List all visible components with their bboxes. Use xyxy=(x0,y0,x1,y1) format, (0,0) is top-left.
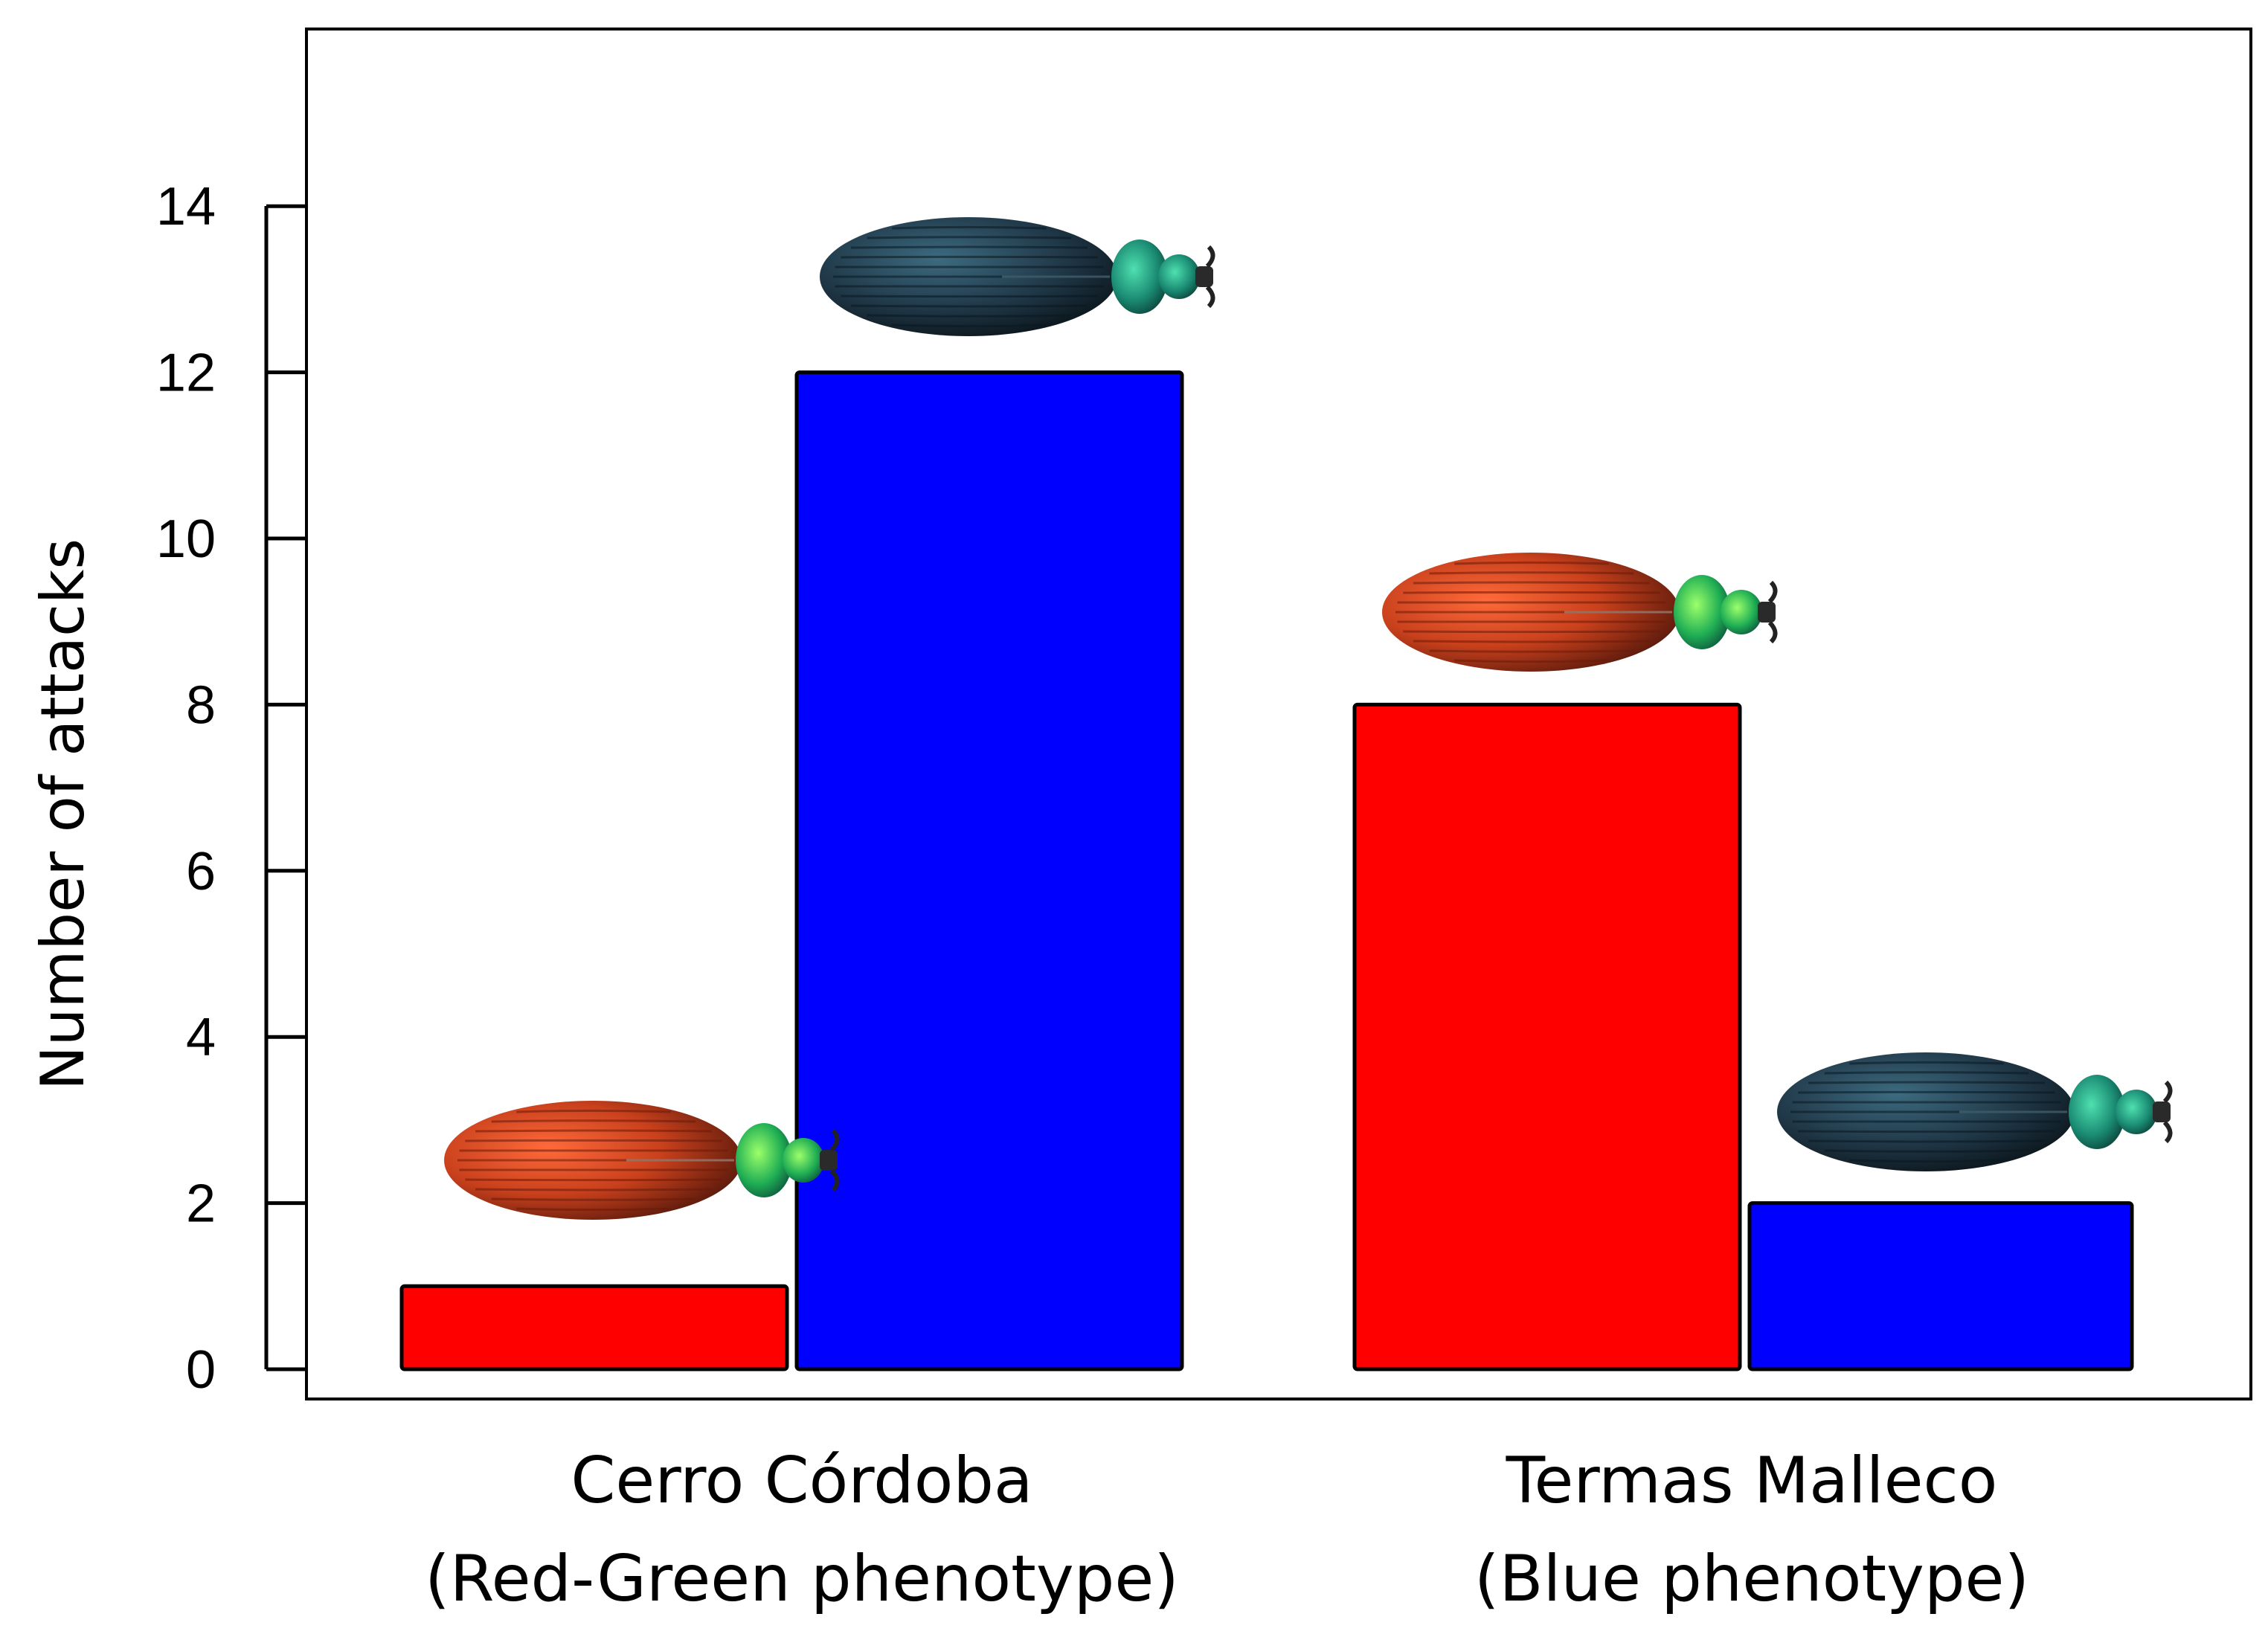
bar-cerro-cordoba-blue-beetle xyxy=(794,370,1184,1371)
beetle-pictures xyxy=(444,217,2173,1220)
y-tick-label-2: 2 xyxy=(186,1174,216,1234)
bars xyxy=(399,370,2134,1371)
plot-frame xyxy=(305,28,2252,1400)
y-tick-label-4: 4 xyxy=(186,1008,216,1067)
beetle-icon-blue-cerro-cordoba xyxy=(820,217,1215,336)
bar-cerro-cordoba-red-green-beetle xyxy=(399,1284,789,1371)
beetle-icon-red-green-termas-malleco xyxy=(1382,553,1778,672)
y-tick-label-14: 14 xyxy=(156,177,216,237)
y-tick-label-10: 10 xyxy=(156,509,216,569)
category-label-cerro-cordoba-line2: (Red-Green phenotype) xyxy=(425,1542,1179,1616)
beetle-icon-red-green-cerro-cordoba xyxy=(444,1101,840,1220)
y-ticks: 0 2 4 6 8 10 12 14 xyxy=(156,177,305,1400)
y-tick-label-0: 0 xyxy=(186,1340,216,1400)
y-axis-title: Number of attacks xyxy=(28,538,97,1090)
bar-termas-malleco-red-green-beetle xyxy=(1352,702,1742,1371)
y-tick-label-6: 6 xyxy=(186,842,216,901)
category-label-cerro-cordoba-line1: Cerro Córdoba xyxy=(571,1444,1032,1518)
bar-termas-malleco-blue-beetle xyxy=(1747,1201,2134,1371)
beetle-icon-blue-termas-malleco xyxy=(1777,1052,2173,1171)
y-tick-label-8: 8 xyxy=(186,675,216,735)
y-tick-label-12: 12 xyxy=(156,344,216,403)
category-label-termas-malleco-line1: Termas Malleco xyxy=(1506,1444,1998,1518)
category-label-termas-malleco-line2: (Blue phenotype) xyxy=(1474,1542,2029,1616)
